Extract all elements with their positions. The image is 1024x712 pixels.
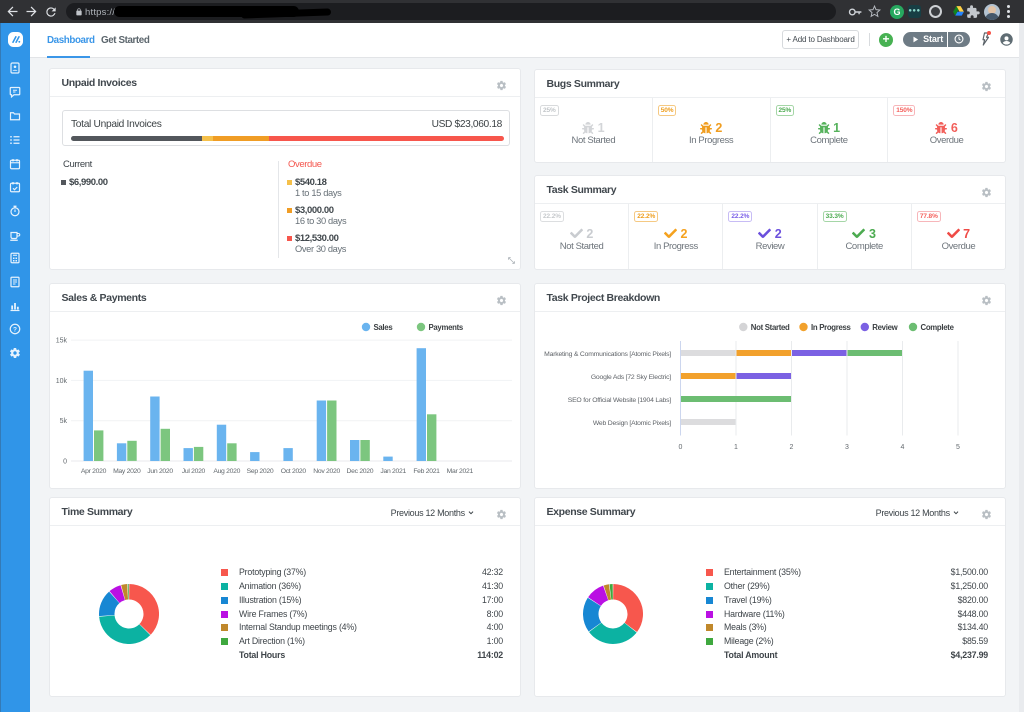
svg-text:5k: 5k (60, 418, 68, 425)
svg-text:Google Ads [72 Sky Electric]: Google Ads [72 Sky Electric] (591, 374, 671, 381)
svg-text:SEO for Official Website [1904: SEO for Official Website [1904 Labs] (568, 397, 672, 404)
svg-text:Jun 2020: Jun 2020 (147, 468, 173, 475)
svg-text:Sales: Sales (374, 323, 394, 332)
svg-text:Apr 2020: Apr 2020 (81, 468, 107, 475)
svg-text:Feb 2021: Feb 2021 (413, 468, 440, 475)
svg-text:Payments: Payments (429, 323, 464, 332)
svg-text:Dec 2020: Dec 2020 (347, 468, 374, 475)
svg-text:Aug 2020: Aug 2020 (213, 468, 240, 475)
svg-text:15k: 15k (56, 338, 68, 345)
svg-text:5: 5 (956, 444, 960, 451)
svg-text:0: 0 (679, 444, 683, 451)
svg-text:2: 2 (790, 444, 794, 451)
svg-text:Jul 2020: Jul 2020 (182, 468, 206, 475)
svg-text:Mar 2021: Mar 2021 (447, 468, 474, 475)
svg-text:Nov 2020: Nov 2020 (313, 468, 340, 475)
svg-text:Marketing & Communications [At: Marketing & Communications [Atomic Pixel… (544, 351, 671, 358)
svg-text:4: 4 (901, 444, 905, 451)
svg-text:1: 1 (734, 444, 738, 451)
svg-text:Not Started: Not Started (751, 323, 790, 332)
svg-text:Review: Review (872, 323, 898, 332)
svg-text:Oct 2020: Oct 2020 (281, 468, 307, 475)
svg-text:Jan 2021: Jan 2021 (380, 468, 406, 475)
svg-text:?: ? (13, 326, 17, 333)
svg-text:Web Design [Atomic Pixels]: Web Design [Atomic Pixels] (593, 420, 671, 427)
svg-text:May 2020: May 2020 (113, 468, 141, 475)
svg-text:10k: 10k (56, 378, 68, 385)
svg-text:In Progress: In Progress (811, 323, 852, 332)
svg-text:Sep 2020: Sep 2020 (247, 468, 274, 475)
svg-text:0: 0 (63, 459, 67, 466)
svg-text:3: 3 (845, 444, 849, 451)
svg-text:Complete: Complete (921, 323, 955, 332)
